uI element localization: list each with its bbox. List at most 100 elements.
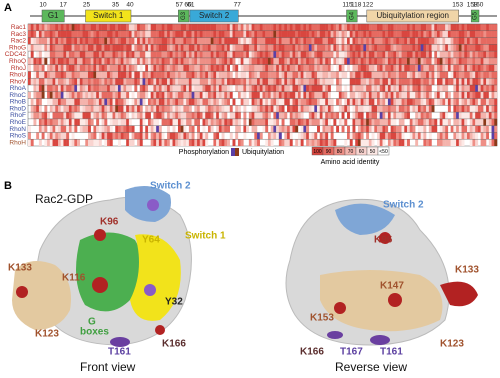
heatmap-cell [96,57,100,65]
heatmap-cell [224,64,228,72]
heatmap-cell [104,44,108,52]
heatmap-cell [382,57,386,65]
heatmap-cell [477,44,481,52]
region-label: G5 [473,11,479,20]
heatmap-cell [237,57,241,65]
heatmap-cell [366,139,370,146]
heatmap-cell [363,51,367,58]
heatmap-cell [257,105,260,113]
heatmap-cell [415,132,419,140]
heatmap-cell [229,44,233,52]
heatmap-cell [404,64,408,72]
heatmap-cell [311,132,315,140]
heatmap-cell [188,64,192,72]
heatmap-cell [202,91,206,99]
heatmap-cell [330,78,334,85]
heatmap-cell [259,51,263,58]
heatmap-cell [107,139,111,146]
heatmap-cell [303,125,307,133]
heatmap-cell [265,24,269,31]
heatmap-cell [257,98,260,106]
heatmap-cell [194,24,198,31]
heatmap-cell [57,139,61,146]
heatmap-cell [153,91,157,99]
heatmap-cell [199,24,203,31]
residue-label: K147 [380,281,404,292]
heatmap-cell [101,91,105,99]
heatmap-cell [336,78,340,85]
heatmap-cell [188,51,192,58]
heatmap-cell [390,57,394,65]
heatmap-cell [341,24,345,31]
heatmap-cell [311,105,315,113]
heatmap-cell [167,132,170,140]
heatmap-cell [486,85,490,92]
heatmap-cell [153,132,157,140]
heatmap-cell [292,105,296,113]
heatmap-cell [306,98,310,106]
heatmap-cell [404,37,408,45]
heatmap-cell [327,91,331,99]
heatmap-cell [450,37,454,45]
heatmap-cell [126,132,130,140]
heatmap-cell [314,71,318,79]
heatmap-cell [300,57,304,65]
heatmap-cell [147,51,151,58]
heatmap-cell [251,30,255,38]
heatmap-cell [379,78,383,85]
heatmap-cell [281,51,285,58]
heatmap-cell [278,85,282,92]
heatmap-cell [120,30,124,38]
heatmap-cell [237,30,241,38]
heatmap-cell [150,71,154,79]
heatmap-cell [262,85,266,92]
heatmap-cell [297,91,301,99]
heatmap-cell [117,64,121,72]
heatmap-cell [161,51,165,58]
heatmap-cell [308,51,312,58]
heatmap-cell [387,98,391,106]
heatmap-cell [109,85,113,92]
heatmap-cell [398,125,402,133]
heatmap-cell [177,64,181,72]
heatmap-cell [494,118,498,126]
heatmap-cell [314,51,318,58]
heatmap-cell [265,51,269,58]
heatmap-cell [404,139,408,146]
heatmap-cell [327,51,331,58]
heatmap-cell [186,64,190,72]
heatmap-cell [101,125,105,133]
heatmap-cell [461,44,465,52]
heatmap-cell [74,125,78,133]
heatmap-cell [289,78,293,85]
heatmap-cell [428,51,432,58]
heatmap-cell [177,78,181,85]
heatmap-cell [120,44,124,52]
heatmap-cell [85,37,89,45]
heatmap-cell [281,105,285,113]
heatmap-cell [57,51,61,58]
heatmap-cell [371,24,375,31]
heatmap-cell [104,51,108,58]
heatmap-cell [303,57,307,65]
heatmap-cell [191,112,195,119]
heatmap-cell [82,85,86,92]
heatmap-cell [292,64,296,72]
heatmap-cell [297,118,301,126]
heatmap-cell [368,85,372,92]
heatmap-cell [300,64,304,72]
heatmap-cell [322,44,326,52]
heatmap-cell [453,78,457,85]
heatmap-cell [447,51,451,58]
heatmap-cell [28,57,31,65]
heatmap-cell [469,44,473,52]
heatmap-cell [41,30,45,38]
heatmap-cell [172,125,176,133]
heatmap-cell [74,37,78,45]
heatmap-cell [297,64,301,72]
heatmap-cell [377,24,380,31]
heatmap-cell [123,71,127,79]
heatmap-cell [475,64,479,72]
heatmap-cell [281,57,285,65]
heatmap-cell [66,44,70,52]
